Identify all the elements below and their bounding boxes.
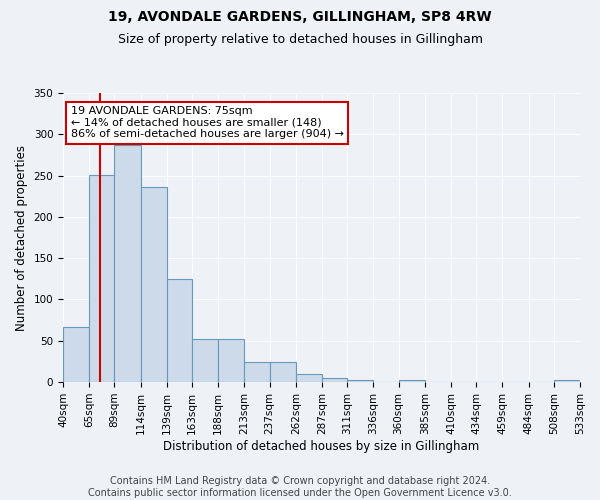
Bar — [167, 279, 192, 382]
Bar — [140, 187, 167, 382]
Bar — [347, 380, 373, 382]
Text: 19 AVONDALE GARDENS: 75sqm
← 14% of detached houses are smaller (148)
86% of sem: 19 AVONDALE GARDENS: 75sqm ← 14% of deta… — [71, 106, 344, 139]
Bar — [554, 380, 580, 382]
Bar — [115, 145, 140, 382]
Bar — [296, 374, 322, 382]
Text: 19, AVONDALE GARDENS, GILLINGHAM, SP8 4RW: 19, AVONDALE GARDENS, GILLINGHAM, SP8 4R… — [108, 10, 492, 24]
X-axis label: Distribution of detached houses by size in Gillingham: Distribution of detached houses by size … — [163, 440, 479, 452]
Bar — [63, 327, 89, 382]
Bar — [192, 339, 218, 382]
Text: Size of property relative to detached houses in Gillingham: Size of property relative to detached ho… — [118, 32, 482, 46]
Bar — [89, 175, 115, 382]
Text: Contains HM Land Registry data © Crown copyright and database right 2024.
Contai: Contains HM Land Registry data © Crown c… — [88, 476, 512, 498]
Bar — [244, 362, 269, 382]
Bar — [269, 362, 296, 382]
Bar — [398, 380, 425, 382]
Y-axis label: Number of detached properties: Number of detached properties — [15, 144, 28, 330]
Bar — [322, 378, 347, 382]
Bar — [218, 339, 244, 382]
